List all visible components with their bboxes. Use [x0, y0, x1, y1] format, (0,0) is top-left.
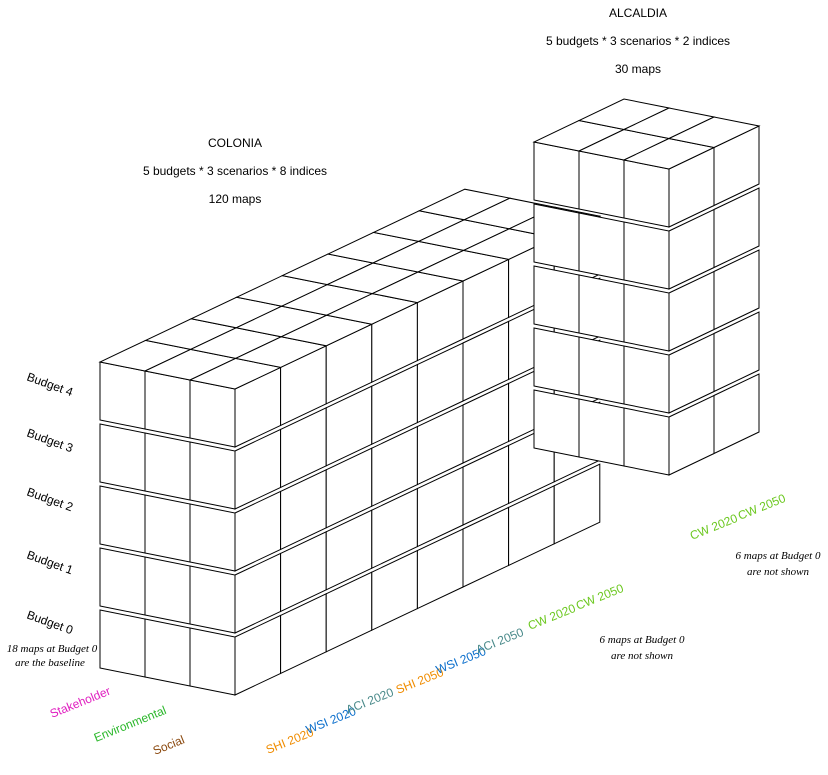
index-label-aci-2050: ACI 2050	[474, 625, 526, 657]
budget-label-2: Budget 2	[25, 485, 75, 515]
colonia-title: COLONIA	[208, 136, 262, 150]
alcaldia-cube-side-face	[713, 311, 760, 393]
alcaldia-hidden-note-line-2: are not shown	[747, 566, 809, 578]
colonia-cube-front-face	[189, 565, 236, 634]
scenario-label-environmental: Environmental	[92, 703, 168, 745]
baseline-note-line-2: are the baseline	[15, 657, 85, 669]
alcaldia-cube-front-face	[533, 141, 580, 210]
alcaldia-cube-front-face	[623, 159, 670, 228]
colonia-cube-block	[98, 188, 602, 696]
colonia-cube-front-face	[144, 618, 191, 687]
alcaldia-cube-block	[532, 98, 761, 476]
colonia-cube-front-face	[189, 441, 236, 510]
colonia-cube-front-face	[99, 361, 146, 430]
colonia-cube-front-face	[189, 503, 236, 572]
alcaldia-cube-front-face	[533, 327, 580, 396]
alcaldia-index-label-cw-2050: CW 2050	[736, 491, 788, 523]
colonia-cube-front-face	[144, 556, 191, 625]
alcaldia-map-count: 30 maps	[615, 62, 661, 76]
alcaldia-cube-front-face	[578, 398, 625, 467]
alcaldia-cube-front-face	[533, 389, 580, 458]
baseline-note-line-1: 18 maps at Budget 0	[7, 643, 98, 655]
alcaldia-title: ALCALDIA	[609, 6, 667, 20]
alcaldia-cube-front-face	[533, 265, 580, 334]
alcaldia-cube-top-face	[667, 116, 761, 149]
alcaldia-cube-front-face	[623, 407, 670, 476]
alcaldia-cube-front-face	[623, 283, 670, 352]
alcaldia-index-label-cw-2020: CW 2020	[688, 511, 740, 543]
colonia-cube-front-face	[144, 370, 191, 439]
budget-label-4: Budget 4	[25, 370, 75, 400]
colonia-cube-side-face	[553, 463, 601, 545]
alcaldia-cube-front-face	[578, 336, 625, 405]
colonia-map-count: 120 maps	[209, 192, 262, 206]
alcaldia-cube-front-face	[578, 150, 625, 219]
index-label-cw-2050: CW 2050	[574, 581, 626, 613]
colonia-hidden-note-line-2: are not shown	[611, 650, 673, 662]
colonia-cube-front-face	[99, 609, 146, 678]
scenario-label-stakeholder: Stakeholder	[48, 684, 113, 721]
colonia-cube-front-face	[144, 494, 191, 563]
colonia-cube-front-face	[144, 432, 191, 501]
alcaldia-cube-side-face	[713, 373, 760, 455]
scenario-label-social: Social	[151, 733, 187, 758]
budget-label-3: Budget 3	[25, 426, 75, 456]
alcaldia-cube-front-face	[578, 274, 625, 343]
colonia-cube-front-face	[99, 547, 146, 616]
alcaldia-cube-front-face	[533, 203, 580, 272]
alcaldia-cube-front-face	[623, 221, 670, 290]
alcaldia-cube-side-face	[713, 187, 760, 269]
colonia-cube-front-face	[99, 423, 146, 492]
budget-label-1: Budget 1	[25, 548, 75, 578]
colonia-cube-front-face	[99, 485, 146, 554]
index-label-aci-2020: ACI 2020	[344, 685, 396, 717]
alcaldia-formula: 5 budgets * 3 scenarios * 2 indices	[546, 34, 730, 48]
budget-label-0: Budget 0	[25, 608, 75, 638]
colonia-cube-front-face	[189, 627, 236, 696]
colonia-cube-front-face	[189, 379, 236, 448]
alcaldia-cube-side-face	[713, 249, 760, 331]
alcaldia-cube-front-face	[578, 212, 625, 281]
alcaldia-cube-front-face	[623, 345, 670, 414]
colonia-formula: 5 budgets * 3 scenarios * 8 indices	[143, 164, 327, 178]
index-label-cw-2020: CW 2020	[526, 601, 578, 633]
colonia-hidden-note-line-1: 6 maps at Budget 0	[600, 634, 685, 646]
alcaldia-hidden-note-line-1: 6 maps at Budget 0	[736, 550, 821, 562]
